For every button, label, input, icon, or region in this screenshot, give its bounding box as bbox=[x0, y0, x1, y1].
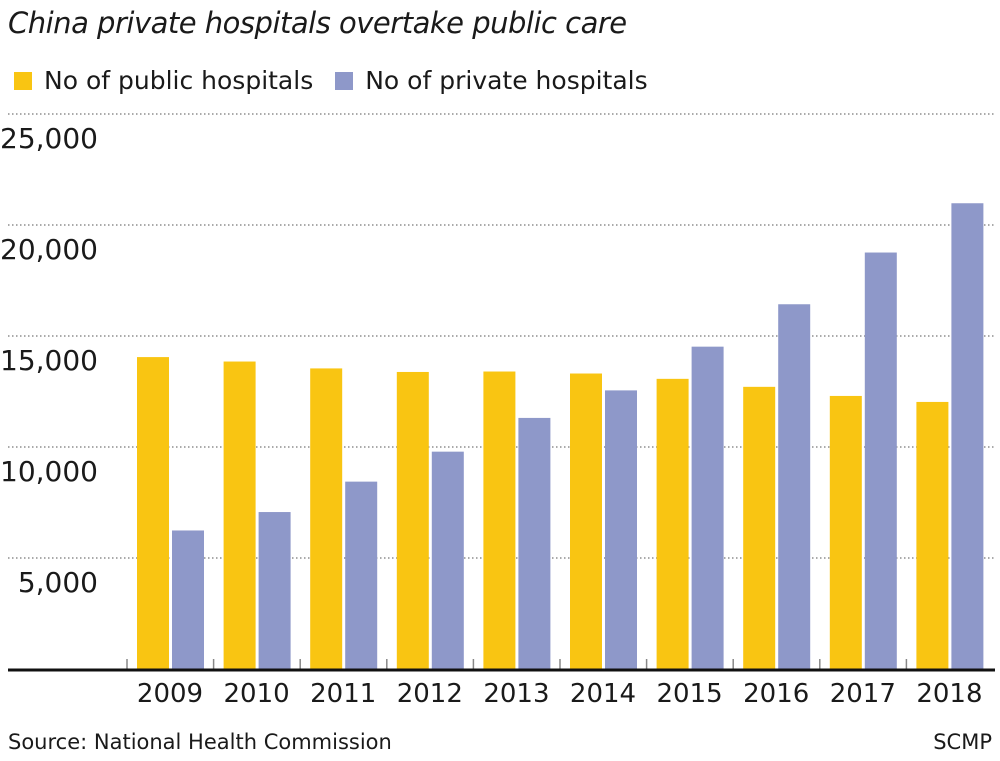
bar-public-2015 bbox=[656, 378, 689, 669]
y-tick-label: 5,000 bbox=[18, 566, 98, 599]
y-tick-label: 10,000 bbox=[0, 455, 98, 488]
legend-label-public: No of public hospitals bbox=[44, 66, 314, 95]
x-tick-label: 2013 bbox=[483, 679, 549, 709]
y-tick-label: 20,000 bbox=[0, 233, 98, 266]
bar-public-2009 bbox=[137, 357, 169, 669]
x-tick-label: 2010 bbox=[224, 679, 290, 709]
x-tick-label: 2015 bbox=[657, 679, 723, 709]
x-tick-label: 2014 bbox=[570, 679, 636, 709]
bar-private-2012 bbox=[431, 451, 464, 669]
bar-public-2014 bbox=[570, 373, 602, 669]
source-note: Source: National Health Commission bbox=[8, 730, 392, 754]
chart-title: China private hospitals overtake public … bbox=[8, 6, 627, 40]
bar-private-2010 bbox=[258, 512, 291, 669]
bar-private-2017 bbox=[864, 252, 897, 669]
bar-private-2011 bbox=[345, 481, 378, 669]
legend-item-public: No of public hospitals bbox=[14, 66, 313, 95]
x-tick-label: 2012 bbox=[397, 679, 463, 709]
x-tick-label: 2018 bbox=[916, 679, 982, 709]
bar-public-2013 bbox=[483, 371, 516, 669]
legend-label-private: No of private hospitals bbox=[365, 66, 648, 95]
legend: No of public hospitals No of private hos… bbox=[14, 66, 670, 95]
bar-public-2016 bbox=[743, 386, 776, 669]
bar-public-2012 bbox=[396, 371, 429, 669]
bar-private-2013 bbox=[518, 417, 551, 669]
brand-label: SCMP bbox=[933, 730, 992, 754]
bar-private-2018 bbox=[951, 203, 984, 669]
legend-item-private: No of private hospitals bbox=[335, 66, 648, 95]
bar-private-2009 bbox=[172, 530, 204, 669]
bar-public-2010 bbox=[223, 361, 256, 669]
x-tick-label: 2016 bbox=[743, 679, 809, 709]
bar-private-2015 bbox=[691, 346, 724, 669]
y-tick-label: 25,000 bbox=[0, 122, 98, 155]
legend-swatch-public bbox=[14, 71, 32, 90]
x-tick-label: 2011 bbox=[310, 679, 376, 709]
y-tick-label: 15,000 bbox=[0, 344, 98, 377]
bar-private-2014 bbox=[605, 390, 637, 669]
bar-public-2017 bbox=[829, 395, 862, 669]
legend-swatch-private bbox=[335, 71, 354, 90]
bar-public-2018 bbox=[916, 401, 949, 669]
bar-private-2016 bbox=[778, 304, 811, 669]
x-tick-label: 2017 bbox=[830, 679, 896, 709]
x-tick-label: 2009 bbox=[137, 679, 203, 709]
bar-public-2011 bbox=[310, 368, 343, 669]
